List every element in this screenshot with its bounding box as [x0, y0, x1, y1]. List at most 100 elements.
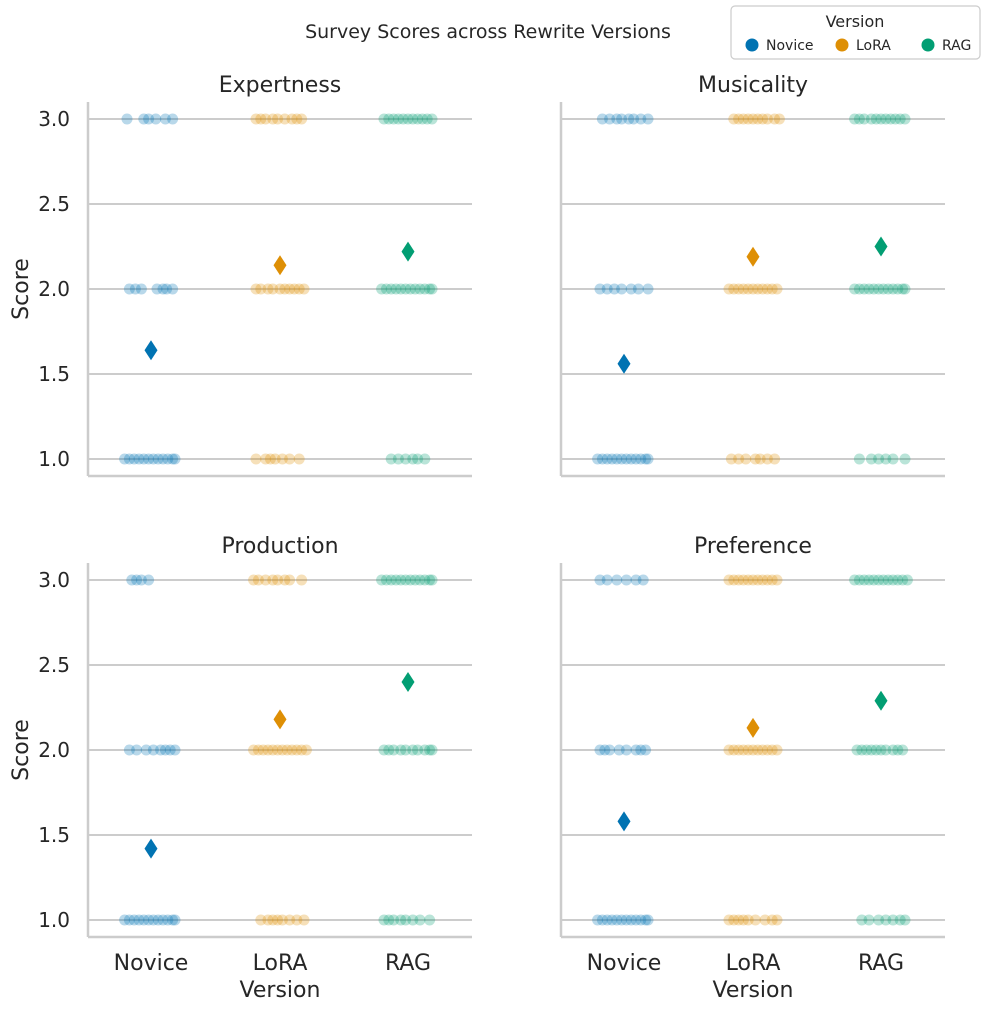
point-lora: [279, 283, 291, 295]
point-lora: [737, 574, 749, 586]
point-novice: [620, 574, 632, 586]
point-novice: [147, 744, 159, 756]
point-rag: [409, 574, 421, 586]
point-novice: [611, 914, 623, 926]
point-lora: [761, 574, 773, 586]
point-rag: [407, 744, 419, 756]
point-rag: [376, 283, 388, 295]
point-lora: [725, 453, 737, 465]
point-rag: [407, 914, 419, 926]
point-novice: [601, 453, 613, 465]
point-rag: [892, 574, 904, 586]
point-rag: [861, 744, 873, 756]
x-axis-label: Version: [240, 978, 321, 1003]
point-rag: [887, 574, 899, 586]
point-lora: [754, 453, 766, 465]
point-rag: [388, 113, 400, 125]
point-rag: [390, 574, 402, 586]
point-novice: [620, 453, 632, 465]
point-rag: [875, 744, 887, 756]
point-novice: [157, 914, 169, 926]
point-lora: [276, 744, 288, 756]
point-rag: [400, 453, 412, 465]
point-rag: [880, 744, 892, 756]
panel-title: Musicality: [698, 73, 808, 98]
point-novice: [167, 914, 179, 926]
point-rag: [889, 113, 901, 125]
legend-label-lora: LoRA: [856, 38, 891, 54]
point-rag: [380, 283, 392, 295]
point-novice: [161, 283, 173, 295]
point-rag: [400, 574, 412, 586]
point-rag: [897, 574, 909, 586]
point-rag: [877, 283, 889, 295]
figure-title: Survey Scores across Rewrite Versions: [305, 21, 671, 43]
point-novice: [616, 453, 628, 465]
point-rag: [426, 574, 438, 586]
point-lora: [262, 283, 274, 295]
point-novice: [167, 453, 179, 465]
point-lora: [766, 574, 778, 586]
point-novice: [159, 744, 171, 756]
point-novice: [119, 453, 131, 465]
y-tick-label: 3.0: [38, 568, 70, 592]
point-lora: [752, 574, 764, 586]
mean-marker-novice: [617, 811, 631, 832]
point-novice: [601, 283, 613, 295]
point-lora: [733, 113, 745, 125]
point-lora: [255, 283, 267, 295]
point-lora: [733, 744, 745, 756]
point-lora: [298, 914, 310, 926]
legend-label-novice: Novice: [766, 38, 814, 54]
point-rag: [400, 283, 412, 295]
point-rag: [388, 914, 400, 926]
point-novice: [616, 113, 628, 125]
legend-box: [730, 5, 981, 60]
point-lora: [284, 283, 296, 295]
point-novice: [123, 914, 135, 926]
point-rag: [409, 283, 421, 295]
y-tick-label: 2.5: [38, 653, 70, 677]
point-novice: [143, 453, 155, 465]
point-rag: [419, 283, 431, 295]
point-lora: [284, 914, 296, 926]
point-rag: [424, 574, 436, 586]
point-rag: [870, 113, 882, 125]
point-lora: [300, 744, 312, 756]
point-rag: [858, 283, 870, 295]
point-rag: [419, 574, 431, 586]
point-lora: [248, 744, 260, 756]
point-rag: [412, 453, 424, 465]
point-novice: [642, 113, 654, 125]
point-novice: [123, 283, 135, 295]
point-rag: [390, 283, 402, 295]
legend-label-rag: RAG: [942, 38, 971, 54]
point-novice: [606, 453, 618, 465]
point-lora: [723, 574, 735, 586]
x-tick-label: Novice: [587, 951, 662, 976]
point-novice: [635, 914, 647, 926]
point-novice: [128, 914, 140, 926]
point-rag: [849, 113, 861, 125]
mean-marker-rag: [401, 672, 415, 692]
point-novice: [131, 574, 143, 586]
point-lora: [291, 113, 303, 125]
point-lora: [771, 283, 783, 295]
point-novice: [625, 283, 637, 295]
point-novice: [169, 744, 181, 756]
point-lora: [761, 453, 773, 465]
point-lora: [757, 113, 769, 125]
point-novice: [635, 453, 647, 465]
y-tick-label: 1.5: [38, 823, 70, 847]
point-novice: [601, 574, 613, 586]
point-novice: [623, 113, 635, 125]
point-novice: [138, 113, 150, 125]
point-lora: [264, 453, 276, 465]
point-rag: [856, 914, 868, 926]
point-lora: [267, 283, 279, 295]
point-novice: [592, 914, 604, 926]
point-lora: [733, 914, 745, 926]
point-rag: [385, 453, 397, 465]
point-lora: [728, 914, 740, 926]
